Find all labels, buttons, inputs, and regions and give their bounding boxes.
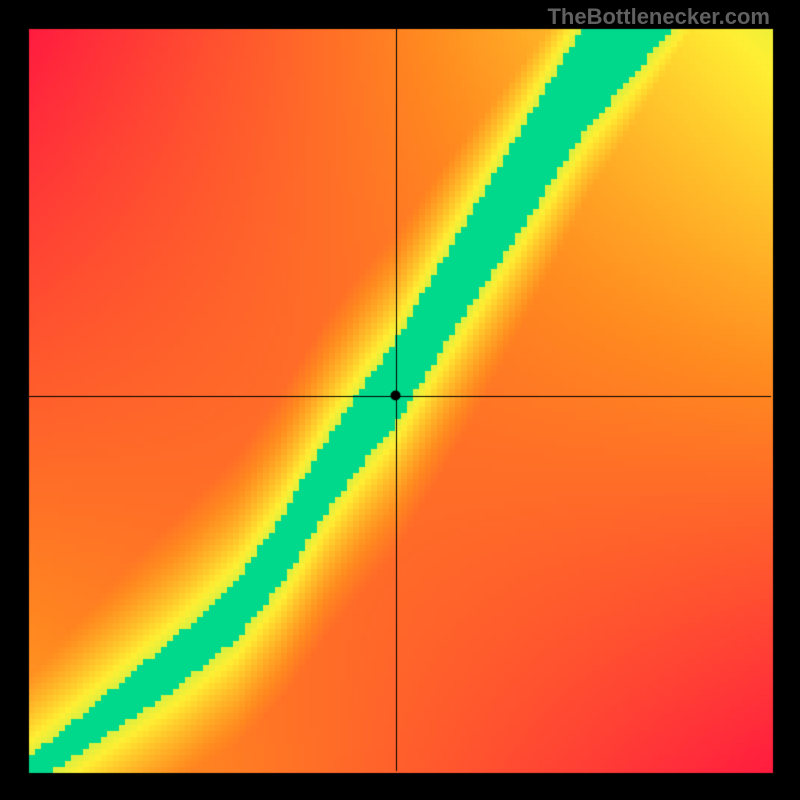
chart-container: { "chart": { "type": "heatmap", "canvas"… [0, 0, 800, 800]
watermark-text: TheBottlenecker.com [547, 4, 770, 30]
bottleneck-heatmap [0, 0, 800, 800]
